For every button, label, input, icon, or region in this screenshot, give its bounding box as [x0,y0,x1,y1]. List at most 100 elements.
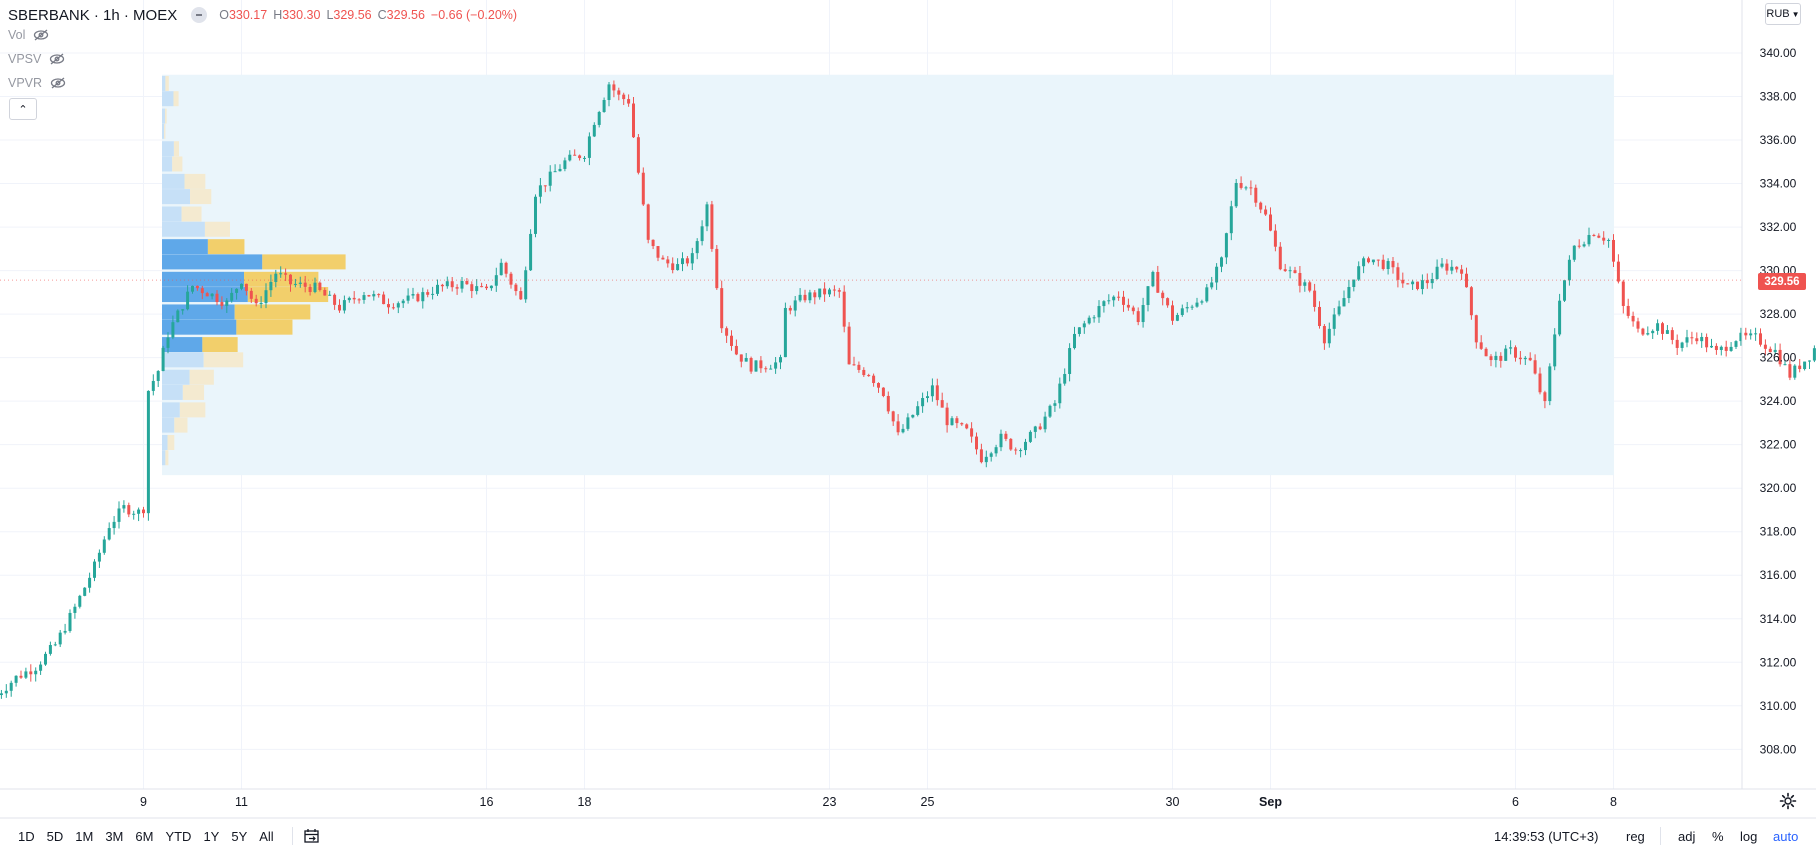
candle-body [186,291,190,310]
candle-body [1445,263,1449,271]
candle-body [436,284,439,294]
chevron-down-icon: ▼ [1791,9,1800,19]
candle-body [886,395,890,412]
candle-body [1577,245,1581,247]
range-1y-button[interactable]: 1Y [203,828,220,844]
candle-body [166,337,170,348]
candle-body [1768,348,1772,353]
indicator-vol[interactable]: Vol [8,28,49,42]
candle-body [1749,333,1753,336]
candle-body [1092,317,1096,319]
candle-body [200,288,204,294]
collapse-legend-button[interactable]: ⌃ [9,98,37,120]
range-5y-button[interactable]: 5Y [231,828,248,844]
range-5d-button[interactable]: 5D [46,828,64,844]
candle-body [1420,280,1424,290]
candle-body [411,294,415,296]
settings-gear-icon[interactable] [1778,791,1798,811]
candle-body [1053,403,1057,406]
symbol-legend: SBERBANK · 1h · MOEX O330.17 H330.30 L32… [8,5,523,25]
candle-body [891,411,895,422]
volume-bar-up [162,173,185,189]
volume-bar-down [173,141,179,157]
candle-body [906,417,910,429]
candle-body [808,292,812,301]
candle-body [1396,267,1400,280]
candle-body [264,290,268,304]
candle-body [568,154,572,161]
hide-series-button[interactable] [191,7,208,23]
indicator-vpvr[interactable]: VPVR [8,76,66,90]
candle-body [338,304,341,311]
volume-bar-down [181,206,202,222]
candle-body [1523,357,1527,360]
volume-bar-down [165,75,169,91]
adjust-toggle[interactable]: adj [1678,828,1696,844]
candle-body [1646,333,1650,335]
candle-body [1558,300,1562,335]
candle-body [979,449,983,463]
bottom-toolbar: 1D 5D 1M 3M 6M YTD 1Y 5Y All 14:39:53 (U… [0,820,1816,852]
candle-body [1376,259,1380,261]
candle-body [401,300,405,304]
candle-body [1675,339,1679,348]
candle-body [592,124,596,137]
session-toggle[interactable]: reg [1626,828,1645,844]
percent-scale-toggle[interactable]: % [1712,828,1724,844]
candle-body [137,509,141,514]
eye-hidden-icon[interactable] [49,53,65,65]
goto-date-icon[interactable] [303,828,321,844]
range-all-button[interactable]: All [259,828,274,844]
candle-body [1518,357,1522,360]
eye-hidden-icon[interactable] [33,29,49,41]
volume-bar-up [162,156,173,172]
candle-body [818,288,822,298]
symbol-title[interactable]: SBERBANK · 1h · MOEX [8,6,178,24]
candle-body [151,380,155,391]
range-6m-button[interactable]: 6M [135,828,154,844]
eye-hidden-icon[interactable] [50,77,66,89]
candle-body [1803,361,1807,370]
candle-body [1347,286,1351,299]
volume-bar-up [162,417,175,433]
range-1m-button[interactable]: 1M [75,828,94,844]
range-3m-button[interactable]: 3M [105,828,124,844]
candle-body [881,387,885,396]
candle-body [1327,328,1331,344]
candle-body [504,262,508,274]
candle-body [1357,266,1361,280]
time-tick-label: Sep [1259,795,1282,809]
volume-bar-up [162,352,204,368]
candle-body [78,595,82,607]
candle-body [1136,311,1140,323]
candle-body [553,171,557,173]
candle-body [342,300,346,311]
candle-body [1244,187,1248,189]
log-scale-toggle[interactable]: log [1740,828,1758,844]
candle-body [426,292,430,295]
candle-body [1567,259,1571,281]
auto-scale-toggle[interactable]: auto [1773,828,1799,844]
candle-body [813,292,817,298]
candle-body [1234,183,1238,207]
price-tick-label: 310.00 [1760,699,1797,713]
candle-body [1729,346,1733,351]
candle-body [1651,330,1655,334]
candle-body [872,375,876,384]
candle-body [1759,333,1762,345]
candle-body [142,509,145,514]
candle-body [1264,209,1268,215]
indicator-vpsv[interactable]: VPSV [8,52,65,66]
volume-bar-up [162,384,183,400]
currency-button[interactable]: RUB ▼ [1765,3,1801,25]
candle-body [352,297,356,300]
ohlc-low: L329.56 [326,8,372,22]
clock[interactable]: 14:39:53 (UTC+3) [1494,828,1599,844]
range-1d-button[interactable]: 1D [18,828,35,844]
time-tick-label: 16 [480,795,494,809]
candle-body [303,282,307,287]
range-ytd-button[interactable]: YTD [165,828,192,844]
price-tick-label: 308.00 [1760,742,1797,756]
candle-body [1215,266,1219,283]
